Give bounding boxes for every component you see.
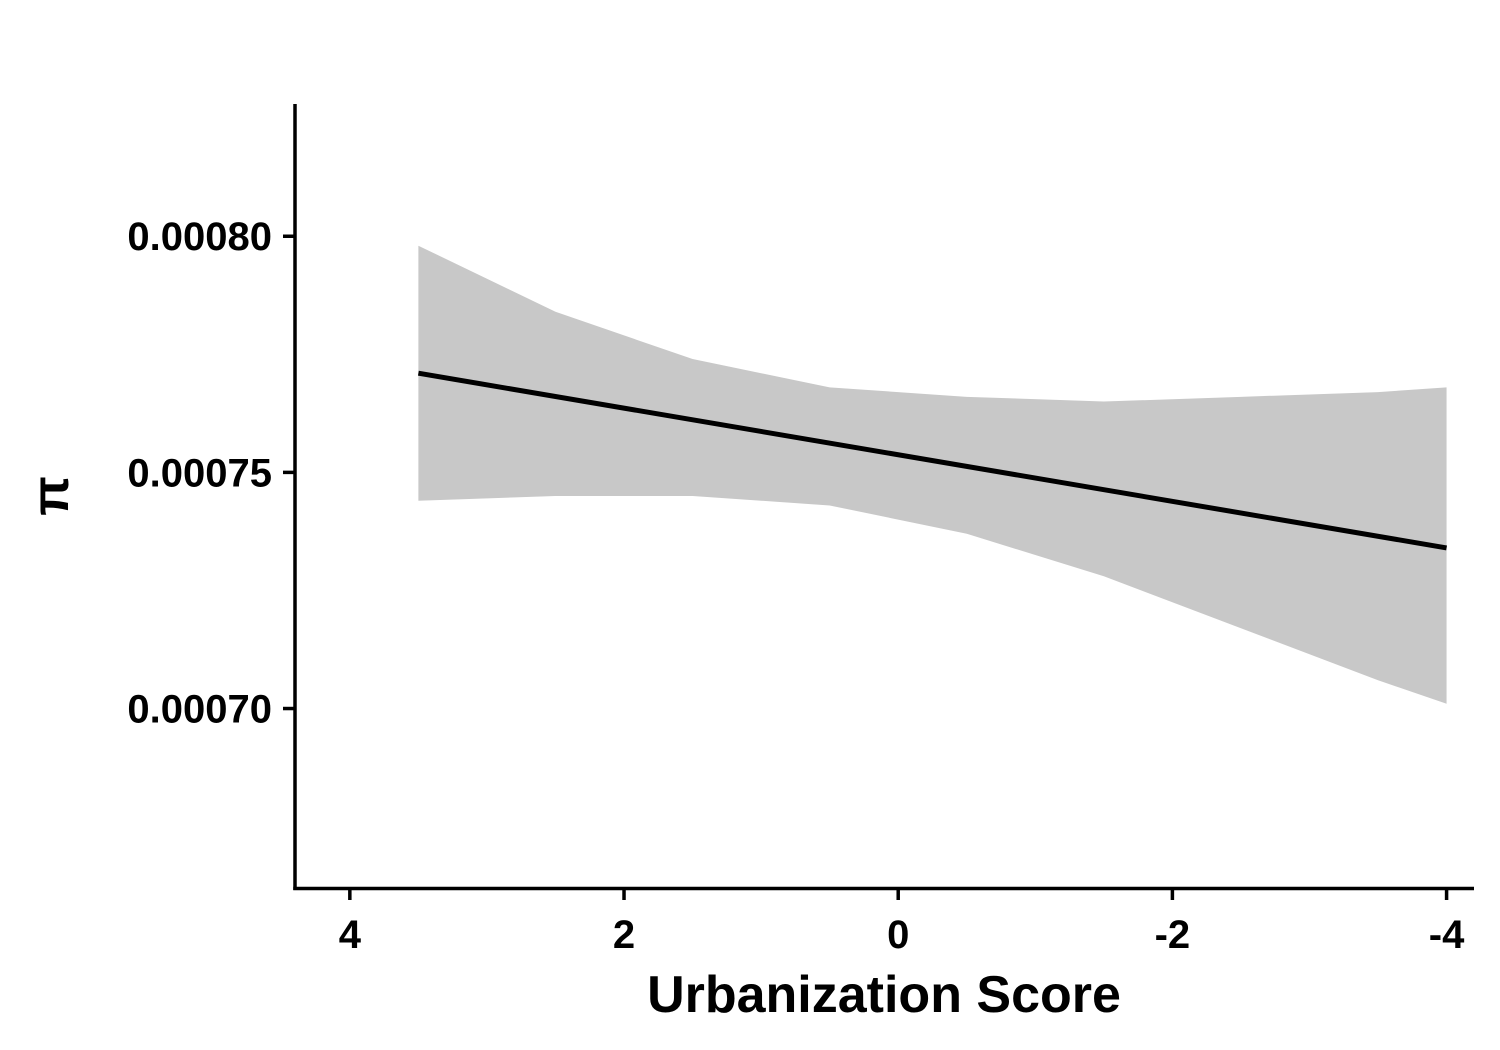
y-axis-title: π — [22, 476, 80, 516]
x-ticks-layer: 4 2 0 -2 -4 — [339, 888, 1465, 957]
x-tick-label: 0 — [887, 913, 909, 957]
confidence-band — [418, 245, 1447, 704]
x-tick-label: -2 — [1155, 913, 1191, 957]
y-tick-label: 0.00075 — [127, 451, 272, 495]
x-tick-label: -4 — [1429, 913, 1465, 957]
x-tick-label: 2 — [613, 913, 635, 957]
x-axis-title: Urbanization Score — [647, 966, 1121, 1024]
y-tick-label: 0.00080 — [127, 215, 272, 259]
x-tick-label: 4 — [339, 913, 362, 957]
confidence-band-layer — [418, 245, 1447, 704]
series-line-layer — [417, 370, 1447, 551]
y-tick-label: 0.00070 — [127, 688, 272, 732]
y-ticks-layer: 0.00070 0.00075 0.00080 — [127, 215, 295, 732]
fitted-line-0 — [417, 370, 1447, 551]
